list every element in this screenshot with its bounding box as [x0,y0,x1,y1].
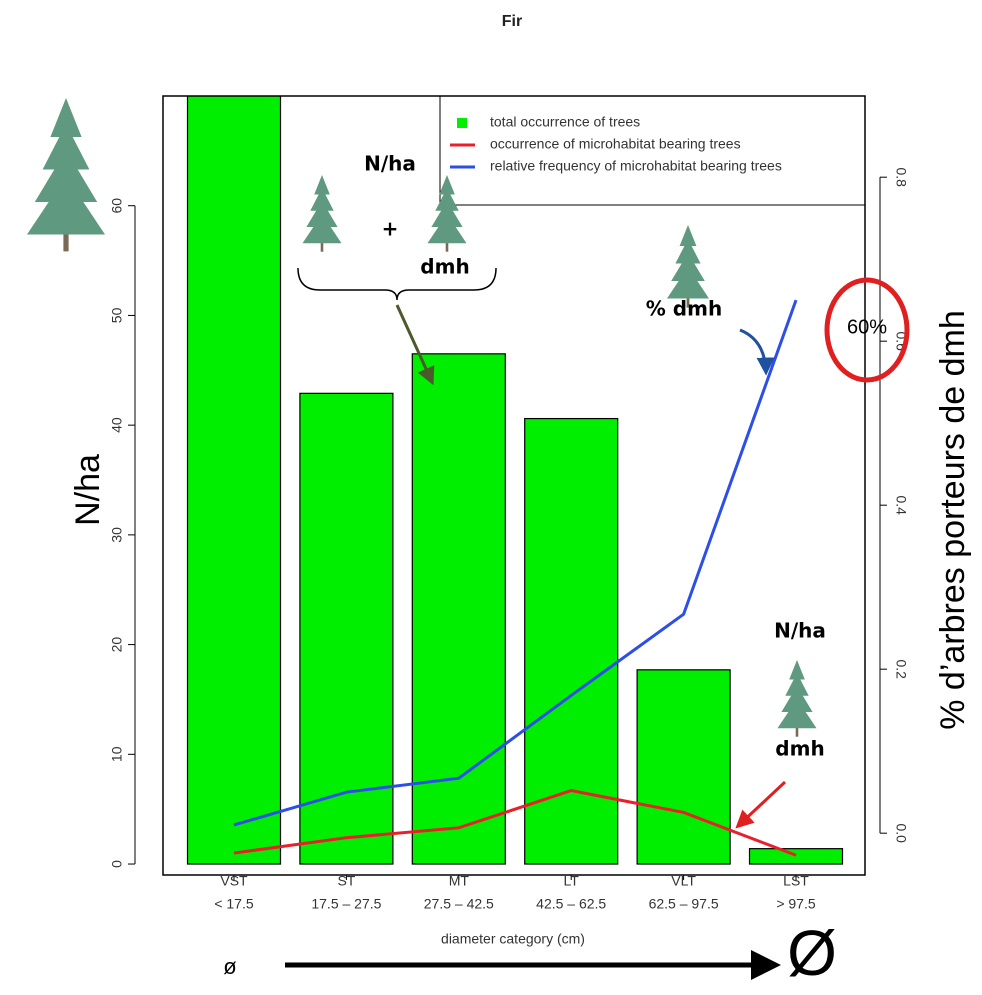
arrow [735,780,787,829]
x-tick-label: VST [220,873,248,889]
annotation: Ø [787,917,837,989]
annotation: % dmh [646,297,722,321]
annotation: dmh [420,255,469,279]
legend-label: total occurrence of trees [490,114,640,130]
x-tick-label: MT [449,873,470,889]
y-tick-label: 30 [109,527,125,543]
tree-icon [667,225,709,308]
plot-frame [162,95,866,876]
tree-icon [27,98,106,252]
y-axis-title: N/ha [69,454,107,526]
legend-label: relative frequency of microhabitat beari… [490,158,782,174]
x-tick-label: LT [564,873,580,889]
plot-area [186,96,844,865]
annotation: ø [223,954,236,979]
x-tick-label: VLT [671,873,696,889]
y-tick-label: 60 [109,198,125,214]
x-axis-title: diameter category (cm) [441,931,585,947]
y-tick-label: 10 [109,746,125,762]
x-tick-label: 17.5 – 27.5 [311,896,381,912]
x-tick-label: > 97.5 [776,896,816,912]
bar [748,848,844,865]
y2-tick-label: 0.2 [893,659,909,679]
y-tick-label: 40 [109,417,125,433]
y-tick-label: 0 [109,860,125,868]
arrow [395,304,435,386]
bar [636,669,731,865]
legend-label: occurrence of microhabitat bearing trees [490,136,741,152]
x-tick-label: 27.5 – 42.5 [424,896,494,912]
bar [411,353,506,865]
annotation: 60% [847,316,887,338]
annotation: N/ha [364,152,416,176]
highlight-circle [824,277,910,383]
line [233,299,798,827]
x-tick-label: 62.5 – 97.5 [649,896,719,912]
chart-title: Fir [502,13,522,30]
annotation: N/ha [774,619,826,643]
x-tick-label: ST [337,873,355,889]
tree-icon [302,175,342,252]
annotation: dmh [775,737,824,761]
y2-axis-title: % d’arbres porteurs de dmh [934,310,972,730]
x-tick-label: 42.5 – 62.5 [536,896,606,912]
y2-tick-label: 0.0 [893,823,909,843]
y2-tick-label: 0.4 [893,495,909,515]
bracket [297,267,497,301]
legend-swatch [457,118,467,128]
x-tick-label: LST [783,873,809,889]
tree-icon [777,660,817,737]
arrow [739,328,775,376]
bar [299,392,394,865]
bar [186,96,282,865]
y-tick-label: 50 [109,307,125,323]
legend: total occurrence of trees occurrence of m… [439,95,866,206]
y-tick-label: 20 [109,637,125,653]
x-tick-label: < 17.5 [214,896,254,912]
legend-box [439,95,866,206]
y2-tick-label: 0.8 [893,167,909,187]
line [233,788,797,857]
annotation: + [382,217,399,241]
